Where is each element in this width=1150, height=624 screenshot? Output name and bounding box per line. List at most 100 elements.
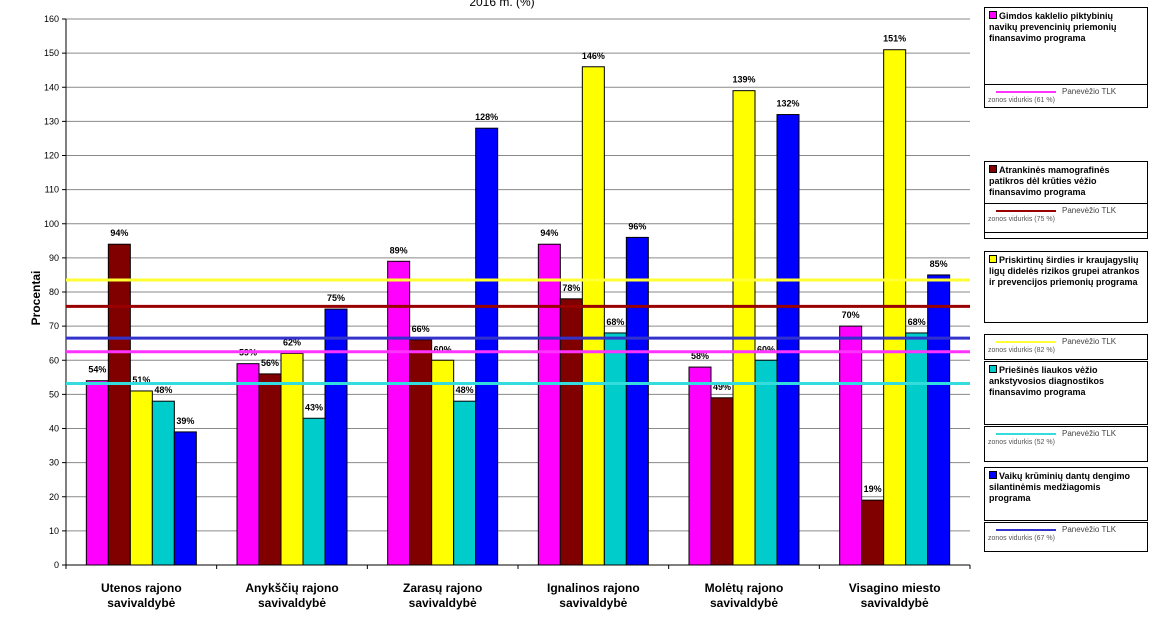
data-label: 60% <box>757 344 775 354</box>
y-tick-label: 80 <box>49 287 59 297</box>
legend-reference-label: Panevėžio TLK <box>1062 337 1117 346</box>
legend-series-label: Priešinės liaukos vėžio ankstyvosios dia… <box>989 365 1105 397</box>
chart-svg: 2016 m. (%) Procentai 0 10 20 30 40 50 60 70 80 9… <box>29 0 971 610</box>
legend-line-sample <box>996 90 1056 93</box>
data-label: 48% <box>154 385 172 395</box>
bar <box>236 363 260 566</box>
bar <box>85 380 109 566</box>
x-tick-label: savivaldybė <box>559 596 627 610</box>
data-label: 54% <box>88 365 106 375</box>
y-tick-label: 150 <box>44 48 59 58</box>
y-tick-label: 60 <box>49 355 59 365</box>
data-label: 139% <box>732 75 755 85</box>
x-tick-label: Ignalinos rajono <box>547 581 640 595</box>
legend-line-sample <box>996 340 1056 343</box>
bar <box>173 431 197 566</box>
legend-reference-label: Panevėžio TLK <box>1062 206 1117 215</box>
data-label: 85% <box>930 259 948 269</box>
y-tick-label: 70 <box>49 321 59 331</box>
x-tick-label: savivaldybė <box>409 596 477 610</box>
bar <box>732 90 756 566</box>
data-label: 19% <box>864 484 882 494</box>
data-label: 68% <box>606 317 624 327</box>
legend-reference-label: Panevėžio TLK <box>1062 525 1117 534</box>
bar <box>754 359 778 566</box>
legend-series-entry: Gimdos kaklelio piktybinių navikų preven… <box>984 7 1148 85</box>
legend-series-entry: Priešinės liaukos vėžio ankstyvosios dia… <box>984 361 1148 425</box>
legend-line-sample <box>996 432 1056 435</box>
y-tick-label: 30 <box>49 458 59 468</box>
bar <box>688 366 712 566</box>
bar <box>431 359 455 566</box>
bar <box>927 274 951 566</box>
legend-reference-entry: Panevėžio TLK zonos vidurkis (82 %) <box>984 334 1148 360</box>
legend-line-sample <box>996 209 1056 212</box>
bar <box>302 417 326 566</box>
legend-swatch <box>989 255 997 263</box>
legend-series-label: Priskirtinų širdies ir kraujagyslių ligų… <box>989 255 1140 287</box>
data-label: 78% <box>562 283 580 293</box>
data-label: 48% <box>456 385 474 395</box>
legend-series-label: Gimdos kaklelio piktybinių navikų preven… <box>989 11 1117 43</box>
x-tick-label: savivaldybė <box>258 596 326 610</box>
data-label: 58% <box>691 351 709 361</box>
bar <box>537 243 561 566</box>
data-label: 60% <box>434 344 452 354</box>
data-label: 49% <box>713 382 731 392</box>
bar <box>129 390 153 566</box>
legend-swatch <box>989 165 997 173</box>
legend-series-entry: Priskirtinų širdies ir kraujagyslių ligų… <box>984 251 1148 323</box>
x-tick-label: savivaldybė <box>710 596 778 610</box>
data-label: 62% <box>283 337 301 347</box>
data-label: 96% <box>628 221 646 231</box>
legend-reference-entry: Panevėžio TLK zonos vidurkis (61 %) <box>984 84 1148 108</box>
bar <box>905 332 929 566</box>
legend-reference-sublabel: zonos vidurkis (67 %) <box>988 535 1055 542</box>
data-label: 151% <box>883 34 906 44</box>
legend-series-label: Atrankinės mamografinės patikros dėl krū… <box>989 165 1110 197</box>
data-label: 56% <box>261 358 279 368</box>
data-label: 75% <box>327 293 345 303</box>
x-tick-label: Visagino miesto <box>849 581 941 595</box>
x-tick-label: Utenos rajono <box>101 581 182 595</box>
legend-reference-entry: Panevėžio TLK zonos vidurkis (52 %) <box>984 426 1148 462</box>
bar <box>324 308 348 566</box>
bar <box>151 400 175 566</box>
data-label: 43% <box>305 402 323 412</box>
legend-swatch <box>989 365 997 373</box>
bar <box>710 397 734 566</box>
legend-reference-label: Panevėžio TLK <box>1062 429 1117 438</box>
x-tick-label: Zarasų rajono <box>403 581 482 595</box>
data-label: 89% <box>390 245 408 255</box>
data-label: 128% <box>475 112 498 122</box>
y-axis-label: Procentai <box>29 271 43 326</box>
bar <box>625 236 649 566</box>
y-tick-label: 120 <box>44 151 59 161</box>
y-tick-label: 90 <box>49 253 59 263</box>
y-tick-label: 10 <box>49 526 59 536</box>
data-label: 70% <box>842 310 860 320</box>
bar <box>107 243 131 566</box>
data-label: 94% <box>540 228 558 238</box>
y-tick-label: 20 <box>49 492 59 502</box>
legend: Gimdos kaklelio piktybinių navikų preven… <box>984 0 1150 619</box>
chart-title: 2016 m. (%) <box>469 0 534 9</box>
y-tick-label: 130 <box>44 116 59 126</box>
x-tick-label: Molėtų rajono <box>705 581 784 595</box>
y-tick-label: 110 <box>45 185 59 195</box>
bar <box>280 352 304 566</box>
legend-reference-sublabel: zonos vidurkis (75 %) <box>988 216 1055 223</box>
bar <box>839 325 863 566</box>
legend-reference-entry: Panevėžio TLK zonos vidurkis (75 %) <box>984 203 1148 233</box>
bar <box>453 400 477 566</box>
legend-reference-sublabel: zonos vidurkis (82 %) <box>988 347 1055 354</box>
bar <box>258 373 282 566</box>
data-label: 51% <box>132 375 150 385</box>
y-tick-label: 160 <box>44 14 59 24</box>
y-tick-label: 140 <box>44 82 59 92</box>
bar <box>581 66 605 566</box>
bar <box>475 127 499 566</box>
y-tick-label: 40 <box>49 424 59 434</box>
legend-reference-entry: Panevėžio TLK zonos vidurkis (67 %) <box>984 522 1148 552</box>
x-tick-label: savivaldybė <box>107 596 175 610</box>
